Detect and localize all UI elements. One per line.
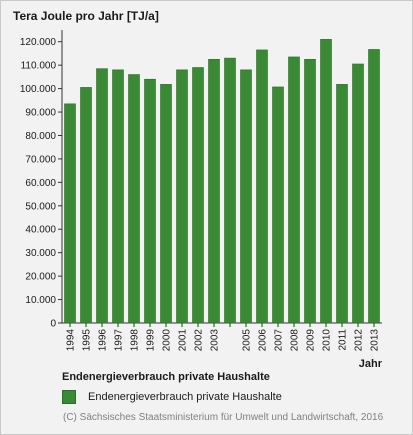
bar [160, 84, 172, 324]
bar [208, 58, 220, 324]
bar [256, 49, 268, 324]
y-tick-label: 40.000 [25, 225, 56, 236]
y-tick-label: 60.000 [25, 178, 56, 189]
x-tick-label: 2003 [210, 329, 221, 352]
bar [304, 58, 316, 324]
bar [288, 56, 300, 324]
x-tick-label: 2009 [306, 329, 317, 352]
bar-chart: 0 10.000 20.000 30.000 40.000 50.000 60.000 70.… [20, 30, 383, 369]
y-tick-label: 30.000 [25, 248, 56, 259]
bar [144, 78, 156, 324]
y-tick-label: 120.000 [20, 37, 57, 48]
x-tick-label: 1999 [146, 329, 157, 352]
bar [176, 69, 188, 324]
y-axis-title: Tera Joule pro Jahr [TJ/a] [13, 9, 159, 23]
bar [352, 63, 364, 324]
x-tick-label: 2008 [290, 329, 301, 352]
y-tick-label: 80.000 [25, 131, 56, 142]
x-tick-label: 2011 [338, 329, 349, 351]
y-tick-label: 10.000 [25, 295, 56, 306]
bar [320, 39, 332, 324]
bar [368, 49, 380, 324]
bar [192, 67, 204, 324]
y-tick-label: 90.000 [25, 108, 56, 119]
legend-item: Endenergieverbrauch private Haushalte [62, 389, 282, 405]
x-tick-label: 1996 [98, 329, 109, 352]
bar [336, 84, 348, 324]
x-tick-label: 1994 [66, 329, 77, 352]
y-tick-label: 110.000 [21, 61, 57, 72]
bar [96, 68, 108, 324]
bar [112, 69, 124, 324]
y-tick-label: 0 [50, 319, 56, 330]
y-tick-label: 50.000 [25, 201, 56, 212]
bar [272, 86, 284, 324]
bar [128, 74, 140, 324]
legend-label: Endenergieverbrauch private Haushalte [88, 391, 282, 403]
x-tick-label: 2000 [162, 329, 173, 352]
legend-swatch [62, 390, 76, 404]
x-tick-label: 2007 [274, 329, 285, 352]
x-tick-label: 1995 [82, 329, 93, 352]
x-tick-label: 2006 [258, 329, 269, 352]
copyright-note: (C) Sächsisches Staatsministerium für Um… [63, 412, 384, 423]
x-tick-label: 2005 [242, 329, 253, 352]
y-tick-label: 70.000 [25, 154, 56, 165]
y-tick-label: 100.000 [20, 84, 57, 95]
bar [240, 69, 252, 324]
x-tick-label: 1997 [114, 329, 125, 352]
x-axis-title: Jahr [359, 358, 383, 369]
bar [224, 57, 236, 324]
x-tick-label: 2010 [322, 329, 333, 352]
y-tick-label: 20.000 [25, 272, 56, 283]
x-tick-label: 2001 [178, 329, 189, 352]
x-tick-label: 1998 [130, 329, 141, 352]
x-tick-label: 2002 [194, 329, 205, 352]
bar [64, 103, 76, 324]
x-tick-label: 2013 [370, 329, 381, 352]
x-tick-label: 2012 [354, 329, 365, 352]
bar [80, 87, 92, 324]
legend-title: Endenergieverbrauch private Haushalte [62, 371, 270, 383]
